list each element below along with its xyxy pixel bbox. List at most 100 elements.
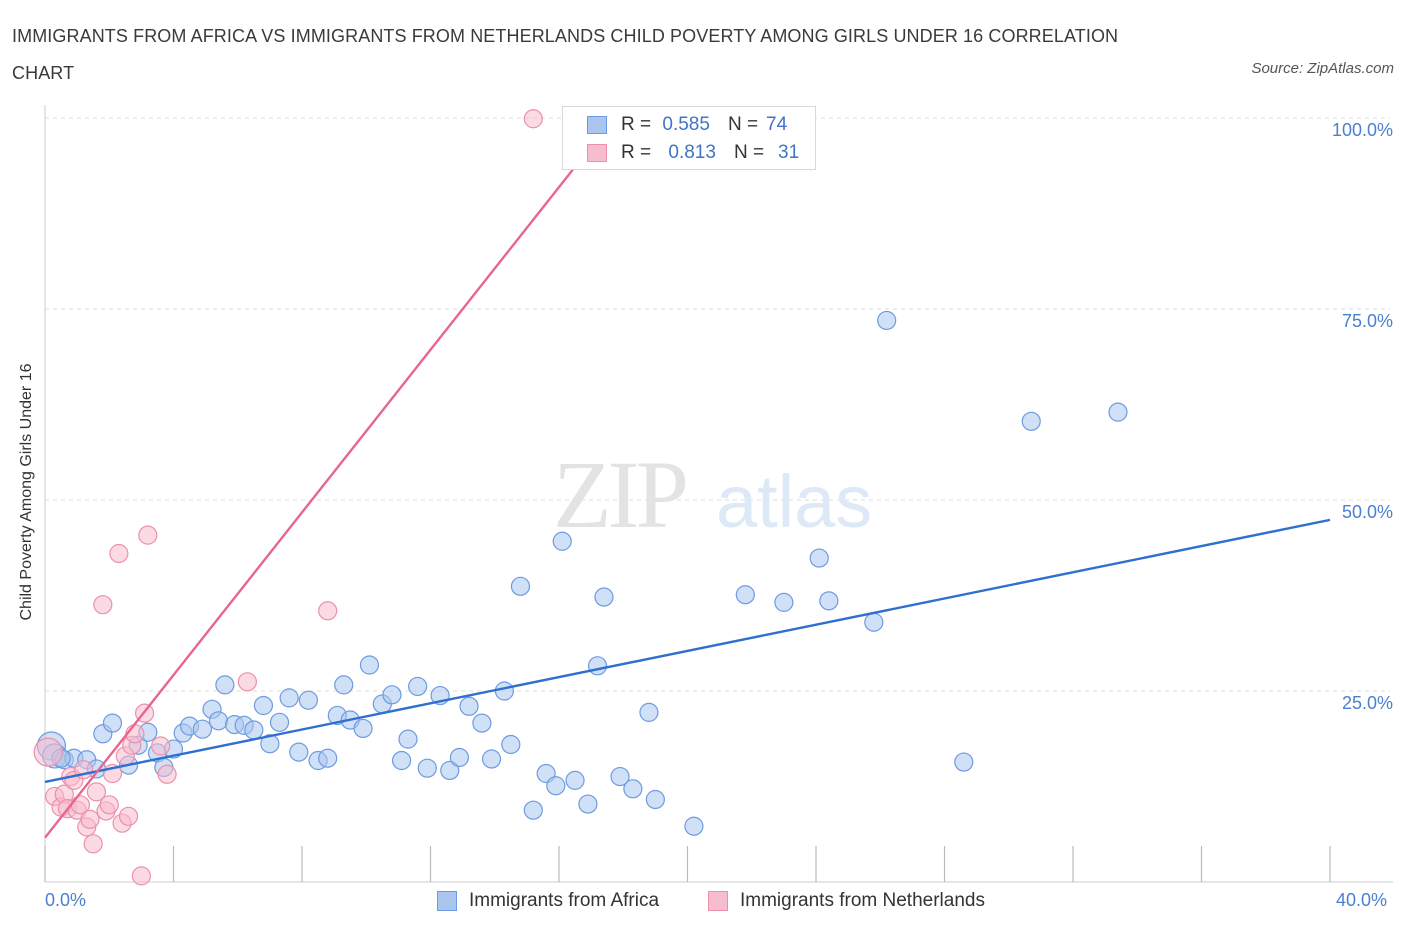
africa-point-53 — [546, 776, 566, 796]
bottom-legend-africa-label: Immigrants from Africa — [469, 890, 660, 911]
africa-point-48 — [494, 681, 514, 701]
netherlands-point-12 — [83, 834, 103, 854]
y-tick-label-50: 50.0% — [1342, 502, 1393, 522]
legend-africa-n-label: N = — [727, 114, 759, 135]
legend-africa-r-label: R = — [621, 114, 652, 135]
africa-point-28 — [298, 690, 319, 710]
series-africa-points — [36, 310, 1128, 836]
africa-point-65 — [774, 592, 794, 612]
africa-point-61 — [639, 702, 659, 722]
netherlands-point-31 — [523, 109, 543, 129]
stats-legend: R = 0.585 N = 74 R = 0.813 N = 31 — [562, 106, 816, 170]
y-tick-label-100: 100.0% — [1332, 120, 1393, 140]
africa-point-50 — [510, 576, 531, 596]
x-tick-min: 0.0% — [45, 890, 87, 910]
africa-point-26 — [279, 688, 299, 708]
netherlands-point-18 — [109, 543, 129, 564]
legend-netherlands-n-label: N = — [733, 142, 765, 163]
africa-point-57 — [587, 656, 608, 676]
legend-netherlands-n-value: 31 — [778, 142, 800, 163]
legend-swatch-netherlands — [587, 144, 607, 162]
netherlands-point-24 — [131, 866, 151, 886]
netherlands-point-0 — [33, 737, 63, 767]
y-tick-labels: 25.0% 50.0% 75.0% 100.0% — [1332, 120, 1393, 713]
watermark-atlas: atlas — [716, 460, 872, 543]
africa-point-56 — [578, 794, 598, 814]
bottom-legend-africa: Immigrants from Africa — [437, 890, 659, 912]
africa-point-30 — [318, 748, 338, 768]
netherlands-point-29 — [237, 672, 257, 692]
africa-point-64 — [735, 585, 755, 605]
africa-point-70 — [954, 752, 974, 772]
africa-point-59 — [610, 766, 630, 787]
netherlands-point-26 — [138, 525, 158, 545]
legend-row-netherlands: R = 0.813 N = 31 — [587, 141, 799, 165]
africa-point-63 — [684, 816, 704, 836]
legend-netherlands-r-label: R = — [621, 142, 652, 163]
africa-point-71 — [1021, 411, 1041, 431]
netherlands-point-27 — [151, 736, 171, 756]
africa-point-55 — [565, 770, 585, 790]
africa-point-19 — [215, 675, 235, 695]
legend-netherlands-r-value: 0.813 — [668, 142, 716, 163]
africa-point-68 — [864, 612, 884, 632]
y-tick-label-25: 25.0% — [1342, 693, 1393, 713]
africa-point-41 — [417, 758, 437, 778]
africa-point-60 — [623, 779, 643, 799]
africa-point-40 — [408, 676, 428, 697]
africa-point-27 — [289, 742, 309, 762]
netherlands-point-21 — [118, 806, 139, 826]
africa-point-51 — [523, 800, 543, 820]
africa-point-58 — [594, 587, 614, 607]
africa-point-43 — [440, 760, 460, 781]
africa-point-67 — [819, 591, 839, 611]
grid-lines — [45, 117, 1390, 692]
netherlands-point-14 — [93, 595, 113, 615]
source-label: Source: ZipAtlas.com — [1251, 60, 1394, 77]
y-tick-label-75: 75.0% — [1342, 311, 1393, 331]
africa-point-66 — [809, 548, 829, 568]
watermark: ZIP atlas — [553, 441, 872, 548]
africa-point-24 — [260, 734, 280, 754]
africa-point-45 — [459, 696, 479, 716]
africa-point-35 — [359, 655, 380, 675]
africa-point-18 — [208, 711, 229, 731]
africa-point-34 — [353, 718, 373, 739]
trendline-netherlands — [44, 117, 615, 839]
africa-point-25 — [269, 712, 290, 732]
bottom-legend-swatch-africa — [437, 891, 457, 911]
legend-swatch-africa — [587, 116, 607, 134]
trendline-africa — [44, 518, 1331, 784]
africa-point-54 — [552, 531, 572, 551]
africa-point-16 — [192, 719, 213, 739]
bottom-legend-swatch-netherlands — [708, 891, 728, 911]
africa-point-46 — [472, 713, 492, 733]
netherlands-point-30 — [318, 601, 338, 621]
netherlands-point-28 — [157, 764, 177, 784]
africa-point-39 — [398, 729, 418, 749]
chart-title: IMMIGRANTS FROM AFRICA VS IMMIGRANTS FRO… — [12, 26, 1119, 83]
netherlands-point-13 — [86, 782, 107, 802]
africa-point-72 — [1108, 402, 1128, 422]
africa-point-44 — [449, 747, 470, 768]
africa-point-22 — [244, 720, 264, 740]
netherlands-point-11 — [80, 809, 100, 829]
legend-africa-n-value: 74 — [766, 114, 788, 135]
africa-point-32 — [334, 675, 354, 695]
africa-point-69 — [877, 310, 897, 331]
bottom-legend-netherlands: Immigrants from Netherlands — [708, 890, 985, 912]
trend-lines — [44, 117, 1331, 839]
series-netherlands-points — [33, 109, 543, 886]
legend-africa-r-value: 0.585 — [662, 114, 710, 135]
africa-point-47 — [481, 749, 502, 769]
x-tick-max: 40.0% — [1336, 890, 1388, 910]
legend-row-africa: R = 0.585 N = 74 — [587, 113, 787, 137]
africa-point-37 — [382, 685, 402, 705]
netherlands-point-16 — [99, 795, 119, 815]
bottom-legend-netherlands-label: Immigrants from Netherlands — [740, 890, 985, 911]
watermark-zip: ZIP — [553, 441, 686, 548]
africa-point-62 — [645, 789, 665, 810]
africa-point-49 — [501, 734, 521, 755]
africa-point-23 — [253, 695, 274, 716]
